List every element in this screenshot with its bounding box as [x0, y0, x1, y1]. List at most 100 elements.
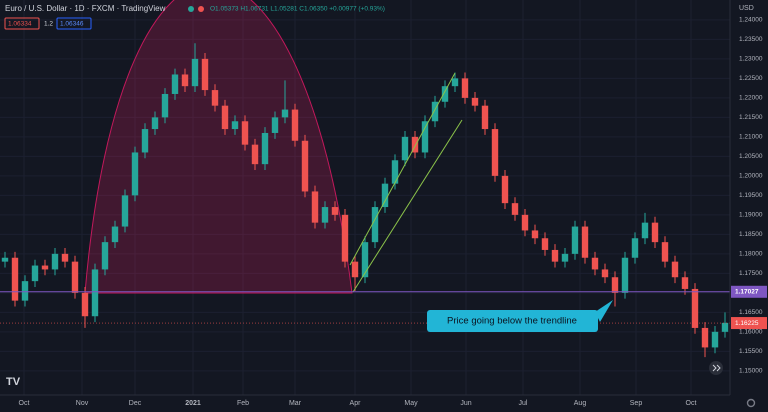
symbol-title: Euro / U.S. Dollar · 1D · FXCM · Trading…: [5, 4, 166, 13]
y-tick-label: 1.21500: [739, 114, 763, 121]
candle-body: [411, 136, 419, 153]
candle-body: [401, 136, 409, 161]
candle-body: [281, 109, 289, 118]
candle-body: [131, 152, 139, 196]
logo[interactable]: TV: [6, 376, 21, 388]
candle-body: [691, 288, 699, 328]
candle-body: [351, 261, 359, 278]
candle-body: [41, 265, 49, 270]
price-tag-text: 1.16225: [735, 320, 759, 327]
ohlc-values: O1.05373 H1.06731 L1.05281 C1.06350 +0.0…: [210, 6, 385, 13]
candle-body: [291, 109, 299, 141]
candle-body: [381, 183, 389, 208]
candle-body: [11, 257, 19, 301]
spread: 1.2: [44, 21, 53, 28]
candle-body: [1, 257, 9, 262]
candle-body: [181, 74, 189, 87]
candle-body: [491, 129, 499, 176]
candle-body: [681, 277, 689, 289]
header: Euro / U.S. Dollar · 1D · FXCM · Trading…: [4, 4, 385, 30]
candle-body: [611, 277, 619, 293]
candle-body: [31, 265, 39, 282]
candle-body: [581, 226, 589, 258]
y-tick-label: 1.19500: [739, 192, 763, 199]
x-tick-label: Mar: [289, 400, 302, 407]
candle-body: [321, 207, 329, 223]
currency: USD: [739, 5, 754, 12]
candle-body: [621, 257, 629, 293]
candle-body: [571, 226, 579, 254]
x-tick-label: May: [404, 400, 418, 407]
candle-body: [391, 160, 399, 184]
candle-body: [551, 249, 559, 262]
candle-body: [481, 105, 489, 130]
candle-body: [141, 129, 149, 153]
candle-body: [521, 214, 529, 231]
price-tag: [731, 317, 767, 330]
overlay: [0, 291, 730, 324]
ask-box: [56, 17, 92, 30]
y-tick-label: 1.22500: [739, 75, 763, 82]
candle-body: [441, 86, 449, 102]
y-tick-label: 1.16000: [739, 329, 763, 336]
candle-body: [371, 207, 379, 243]
candle-body: [171, 74, 179, 94]
candle-body: [541, 238, 549, 250]
arc-drawing: [84, 0, 353, 294]
candle-body: [721, 322, 729, 332]
bid[interactable]: 1.06334: [8, 21, 32, 28]
candle-body: [471, 97, 479, 106]
y-tick-label: 1.16500: [739, 309, 763, 316]
candle-body: [101, 242, 109, 270]
y-tick-label: 1.15000: [739, 368, 763, 375]
trend-channel-upper: [349, 72, 456, 266]
settings-icon[interactable]: [746, 398, 756, 408]
candle-body: [451, 78, 459, 87]
x-tick-label: Aug: [574, 400, 587, 407]
candle-body: [151, 117, 159, 130]
axes: 1.150001.155001.160001.165001.170001.175…: [19, 17, 767, 407]
candle-body: [71, 261, 79, 293]
candle-body: [241, 121, 249, 145]
candle-body: [211, 90, 219, 106]
y-tick-label: 1.18000: [739, 251, 763, 258]
y-tick-label: 1.17500: [739, 270, 763, 277]
candle-body: [601, 269, 609, 278]
annotation-callout: Price going below the trendline: [427, 300, 613, 332]
price-tag-text: 1.17027: [735, 289, 759, 296]
candle-body: [561, 253, 569, 262]
x-tick-label: Jun: [460, 400, 471, 407]
y-tick-label: 1.21000: [739, 134, 763, 141]
candle-body: [91, 269, 99, 317]
candle-body: [331, 207, 339, 215]
y-tick-label: 1.24000: [739, 17, 763, 24]
candle-body: [251, 144, 259, 165]
y-tick-label: 1.20500: [739, 153, 763, 160]
callout-box: [427, 310, 598, 332]
candle-body: [111, 226, 119, 243]
ask[interactable]: 1.06346: [60, 21, 84, 28]
price-tag: [731, 285, 767, 298]
scroll-icon: [712, 364, 721, 372]
x-tick-label: Jul: [519, 400, 528, 407]
y-tick-label: 1.18500: [739, 231, 763, 238]
annotation: Price going below the trendline: [447, 316, 577, 327]
candle-body: [361, 242, 369, 278]
horizontal-line-label: 1.17027: [731, 285, 767, 298]
candle-body: [461, 78, 469, 98]
candles: [1, 43, 729, 358]
x-tick-label: Oct: [19, 400, 30, 407]
candle-body: [591, 257, 599, 270]
candle-body: [301, 140, 309, 192]
candle-body: [431, 101, 439, 122]
y-tick-label: 1.20000: [739, 173, 763, 180]
y-tick-label: 1.19000: [739, 212, 763, 219]
candle-body: [221, 105, 229, 130]
candle-body: [631, 238, 639, 258]
x-tick-label: Feb: [237, 400, 249, 407]
candle-body: [671, 261, 679, 278]
x-tick-label: Apr: [350, 400, 362, 407]
candle-body: [261, 132, 269, 165]
candle-body: [81, 292, 89, 317]
